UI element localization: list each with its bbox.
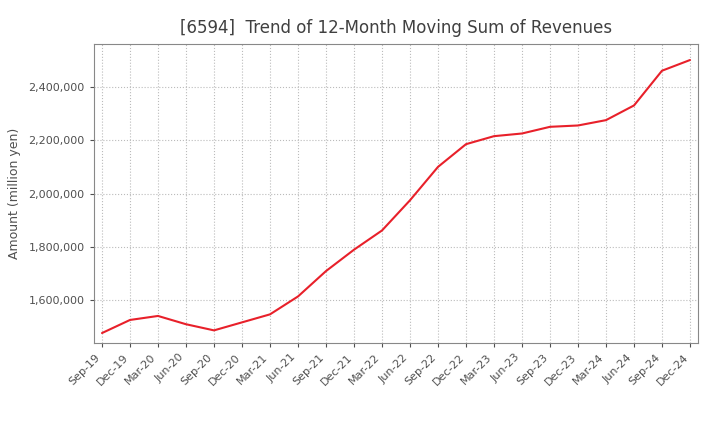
- Y-axis label: Amount (million yen): Amount (million yen): [9, 128, 22, 259]
- Title: [6594]  Trend of 12-Month Moving Sum of Revenues: [6594] Trend of 12-Month Moving Sum of R…: [180, 19, 612, 37]
